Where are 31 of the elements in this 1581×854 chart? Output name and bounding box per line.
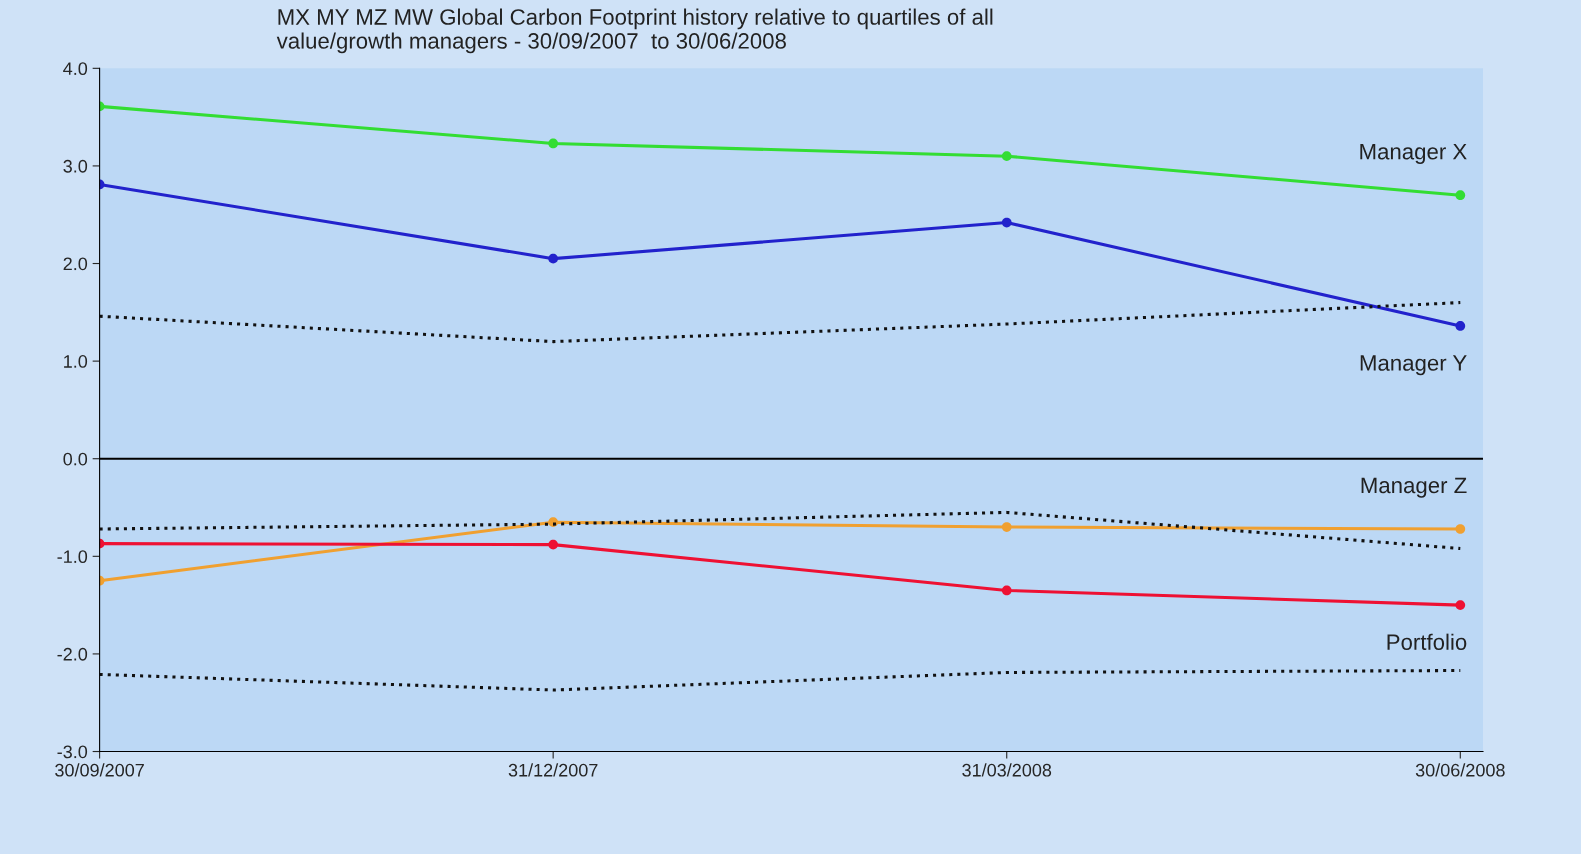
point — [1455, 190, 1466, 201]
point — [548, 253, 559, 264]
x-tick-label: 31/03/2008 — [962, 763, 1052, 777]
y-tick-label: 1.0 — [64, 355, 88, 368]
y-tick-label: 2.0 — [63, 257, 88, 271]
y-tick-label: 3.0 — [63, 159, 88, 173]
point — [548, 539, 559, 550]
line-series — [99, 301, 1462, 344]
line-series — [99, 510, 1462, 551]
series-label: Portfolio — [1387, 633, 1467, 650]
line-series — [99, 668, 1462, 692]
y-tick-label: -3.0 — [57, 745, 88, 759]
y-tick-label: 4.0 — [63, 62, 88, 76]
series-label: Manager X — [1360, 143, 1467, 164]
x-tick-label: 30/09/2007 — [55, 763, 144, 777]
point — [548, 138, 559, 149]
point — [1001, 522, 1012, 532]
series-label: Manager Z — [1361, 477, 1467, 498]
y-tick-label: -2.0 — [57, 647, 88, 661]
y-tick-label: 0.0 — [63, 452, 88, 466]
series-label: Manager Y — [1360, 355, 1467, 376]
point — [1001, 151, 1012, 162]
point — [1455, 524, 1466, 534]
chart-title: MX MY MZ MW Global Carbon Footprint history relative to quartiles of all value/growth managers - 30/09/2007 to 30/06/2008 — [276, 8, 993, 54]
y-tick-label: -1.0 — [57, 550, 88, 564]
point — [1455, 600, 1466, 610]
point — [1001, 585, 1012, 596]
point — [1001, 217, 1012, 228]
point — [1455, 321, 1466, 331]
x-tick-label: 30/06/2008 — [1415, 763, 1505, 777]
x-tick-label: 31/12/2007 — [508, 763, 598, 777]
